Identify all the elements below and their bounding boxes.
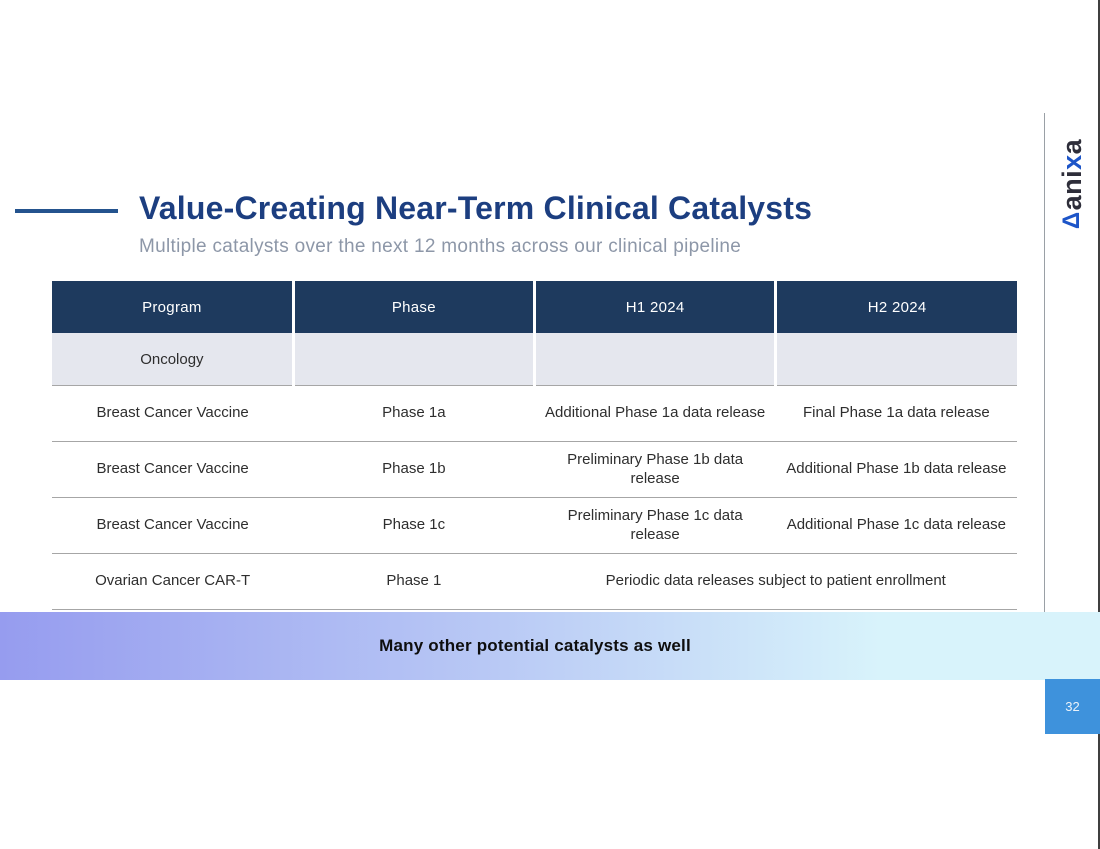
- table-header-row: Program Phase H1 2024 H2 2024: [52, 281, 1017, 333]
- cell-h1h2-span: Periodic data releases subject to patien…: [534, 553, 1017, 610]
- cell-program: Breast Cancer Vaccine: [52, 441, 294, 498]
- page-title: Value-Creating Near-Term Clinical Cataly…: [139, 190, 813, 226]
- header-h2-2024: H2 2024: [775, 281, 1017, 333]
- banner-text: Many other potential catalysts as well: [379, 636, 691, 655]
- cell-program: Breast Cancer Vaccine: [52, 497, 294, 554]
- cell-phase: Phase 1a: [293, 385, 535, 442]
- vertical-divider-line: [1044, 113, 1045, 612]
- logo-letter-x: x: [1056, 154, 1087, 170]
- header-program: Program: [52, 281, 295, 333]
- table-row: Breast Cancer Vaccine Phase 1c Prelimina…: [52, 497, 1017, 554]
- table-row: Breast Cancer Vaccine Phase 1b Prelimina…: [52, 441, 1017, 498]
- cell-program: Breast Cancer Vaccine: [52, 385, 294, 442]
- header-h1-2024: H1 2024: [534, 281, 778, 333]
- page-number-box: 32: [1045, 679, 1100, 734]
- cell-h2: Additional Phase 1b data release: [775, 441, 1017, 498]
- anixa-triangle-icon: Δ: [1058, 211, 1085, 230]
- cell-program: Ovarian Cancer CAR-T: [52, 553, 294, 610]
- section-label: Oncology: [52, 333, 295, 386]
- cell-h2: Final Phase 1a data release: [775, 385, 1017, 442]
- cell-h2: Additional Phase 1c data release: [775, 497, 1017, 554]
- clinical-catalysts-table: Program Phase H1 2024 H2 2024 Oncology B…: [52, 281, 1017, 610]
- bottom-banner: Many other potential catalysts as well: [0, 612, 1100, 680]
- cell-phase: Phase 1c: [293, 497, 535, 554]
- page-number: 32: [1065, 699, 1080, 714]
- cell-phase: Phase 1: [293, 553, 535, 610]
- table-row: Ovarian Cancer CAR-T Phase 1 Periodic da…: [52, 553, 1017, 610]
- logo-letter-a: a: [1056, 138, 1087, 155]
- cell-h1: Preliminary Phase 1c data release: [534, 497, 776, 554]
- table-row: Breast Cancer Vaccine Phase 1a Additiona…: [52, 385, 1017, 442]
- section-row-oncology: Oncology: [52, 333, 1017, 386]
- title-accent-dash: [15, 209, 118, 213]
- logo-letters-ani: ani: [1056, 169, 1087, 211]
- cell-h1: Preliminary Phase 1b data release: [534, 441, 776, 498]
- slide-right-border: [1098, 0, 1100, 849]
- cell-phase: Phase 1b: [293, 441, 535, 498]
- page-subtitle: Multiple catalysts over the next 12 mont…: [139, 236, 742, 257]
- header-phase: Phase: [293, 281, 537, 333]
- cell-h1: Additional Phase 1a data release: [534, 385, 776, 442]
